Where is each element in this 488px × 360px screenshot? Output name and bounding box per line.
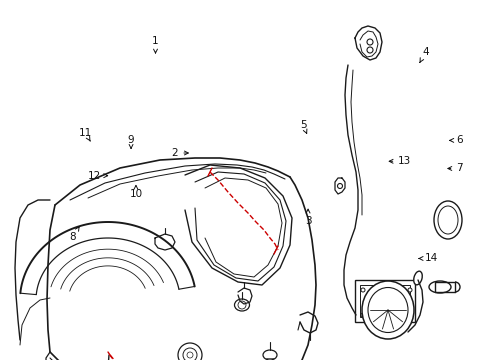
Text: 9: 9 xyxy=(127,135,134,148)
Ellipse shape xyxy=(234,299,249,311)
FancyBboxPatch shape xyxy=(359,285,409,317)
Ellipse shape xyxy=(361,281,413,339)
Text: 13: 13 xyxy=(388,156,411,166)
Ellipse shape xyxy=(367,288,407,333)
Text: 14: 14 xyxy=(418,253,437,264)
Ellipse shape xyxy=(433,201,461,239)
Circle shape xyxy=(337,184,342,189)
Circle shape xyxy=(360,288,364,292)
Circle shape xyxy=(360,313,364,317)
Circle shape xyxy=(366,39,372,45)
Circle shape xyxy=(407,313,411,317)
Circle shape xyxy=(178,343,202,360)
Ellipse shape xyxy=(413,271,422,285)
Text: 4: 4 xyxy=(419,47,428,63)
Ellipse shape xyxy=(428,281,450,293)
FancyBboxPatch shape xyxy=(354,280,414,322)
Text: 11: 11 xyxy=(79,128,92,141)
Circle shape xyxy=(238,301,245,309)
Ellipse shape xyxy=(263,350,276,360)
Text: 10: 10 xyxy=(129,185,142,199)
Circle shape xyxy=(407,288,411,292)
Text: 6: 6 xyxy=(449,135,462,145)
Text: 12: 12 xyxy=(87,171,107,181)
Text: 7: 7 xyxy=(447,163,462,174)
Text: 8: 8 xyxy=(69,227,79,242)
Circle shape xyxy=(183,348,197,360)
Circle shape xyxy=(186,352,193,358)
Text: 5: 5 xyxy=(299,120,306,134)
Text: 1: 1 xyxy=(152,36,159,53)
Circle shape xyxy=(366,47,372,53)
Text: 2: 2 xyxy=(171,148,188,158)
Text: 3: 3 xyxy=(304,209,311,226)
Ellipse shape xyxy=(437,206,457,234)
